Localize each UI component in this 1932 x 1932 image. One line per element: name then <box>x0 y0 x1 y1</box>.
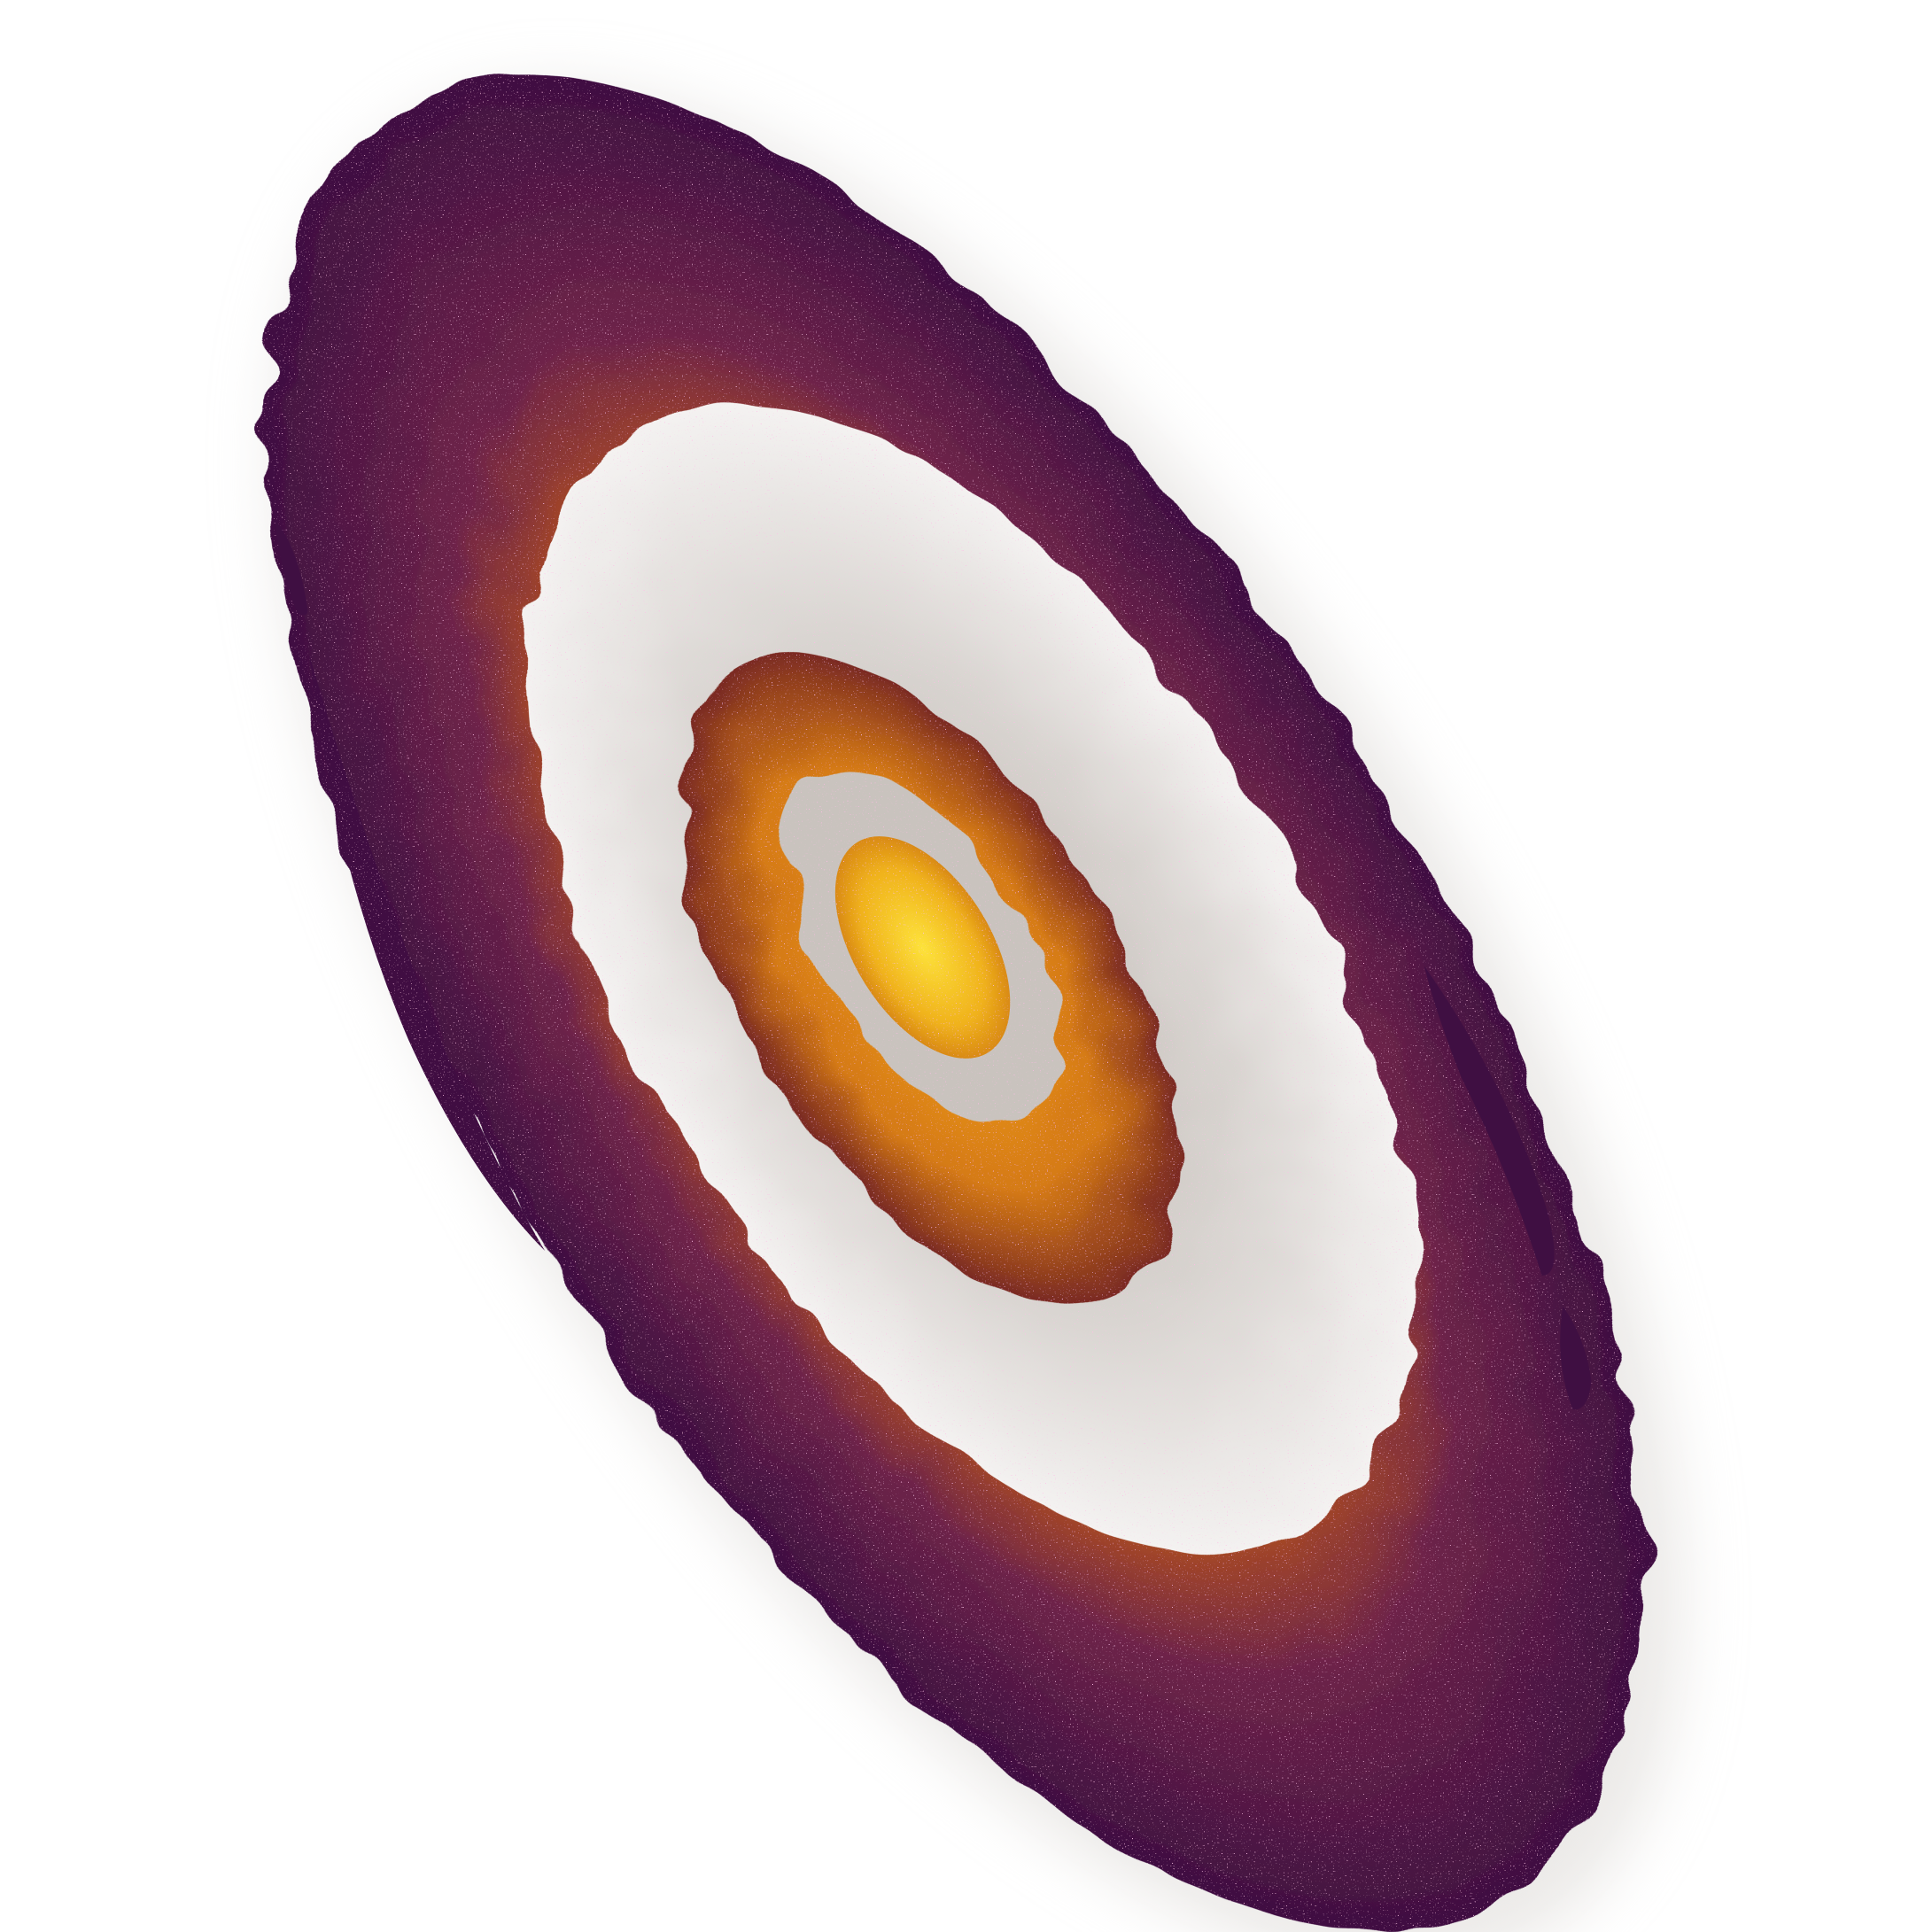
left-arm-fragment <box>275 520 308 616</box>
right-arm-fragment <box>1560 1306 1592 1410</box>
right-arm-streak <box>1424 966 1555 1276</box>
core <box>834 836 1011 1059</box>
